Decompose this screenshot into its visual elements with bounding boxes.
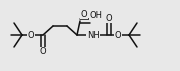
Text: O: O bbox=[81, 10, 87, 19]
Text: O: O bbox=[40, 47, 46, 57]
Text: OH: OH bbox=[89, 11, 102, 20]
Text: O: O bbox=[28, 31, 34, 39]
Text: O: O bbox=[115, 31, 121, 39]
Text: O: O bbox=[106, 13, 112, 23]
Text: NH: NH bbox=[87, 31, 99, 39]
